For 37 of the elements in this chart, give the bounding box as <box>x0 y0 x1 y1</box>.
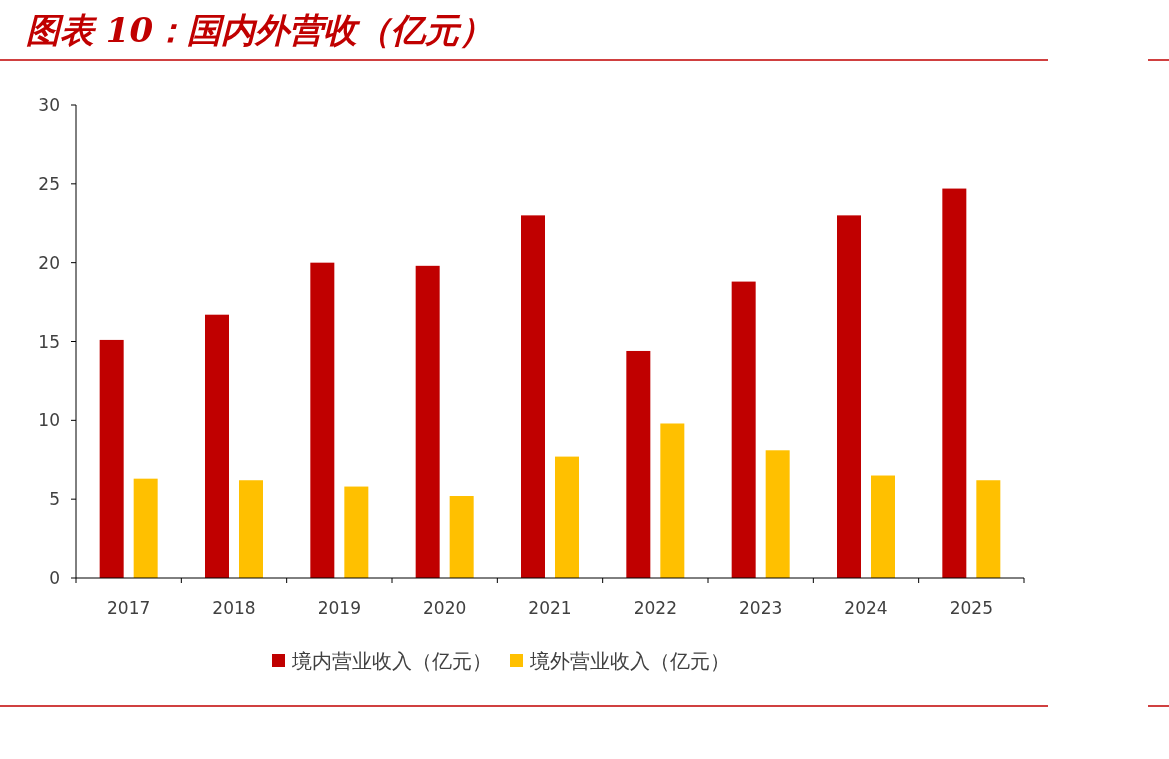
x-tick-label: 2023 <box>739 598 783 618</box>
legend-label: 境外营业收入（亿元） <box>529 649 730 673</box>
legend-label: 境内营业收入（亿元） <box>291 649 492 673</box>
y-tick-label: 20 <box>38 252 60 273</box>
bar <box>133 478 158 578</box>
bar <box>871 475 895 578</box>
x-tick-label: 2022 <box>633 598 677 618</box>
bar <box>239 480 263 578</box>
y-tick-label: 30 <box>38 95 60 115</box>
bar <box>449 496 474 578</box>
bar <box>942 188 967 578</box>
x-tick-label: 2024 <box>844 598 888 618</box>
chart-title: 图表 10：国内外营收（亿元） <box>26 10 494 50</box>
bar <box>731 281 756 578</box>
x-tick-label: 2025 <box>949 598 993 618</box>
bar <box>555 456 579 578</box>
bar <box>765 450 790 578</box>
bar <box>310 262 335 578</box>
y-tick-label: 5 <box>49 489 60 510</box>
bar <box>976 480 1001 578</box>
bar <box>837 215 861 578</box>
y-tick-label: 0 <box>49 568 60 588</box>
bar <box>660 423 685 578</box>
x-tick-label: 2019 <box>317 598 361 618</box>
x-tick-label: 2020 <box>423 598 467 618</box>
bar <box>99 339 124 578</box>
y-tick-label: 10 <box>38 410 60 431</box>
x-tick-label: 2021 <box>528 598 572 618</box>
bar <box>415 265 440 578</box>
bar <box>205 314 229 578</box>
y-tick-label: 15 <box>38 331 60 352</box>
x-tick-label: 2017 <box>107 598 151 618</box>
bar <box>626 350 651 578</box>
y-tick-label: 25 <box>38 173 60 194</box>
bar <box>521 215 545 578</box>
x-tick-label: 2018 <box>212 598 256 618</box>
bar <box>344 486 369 578</box>
